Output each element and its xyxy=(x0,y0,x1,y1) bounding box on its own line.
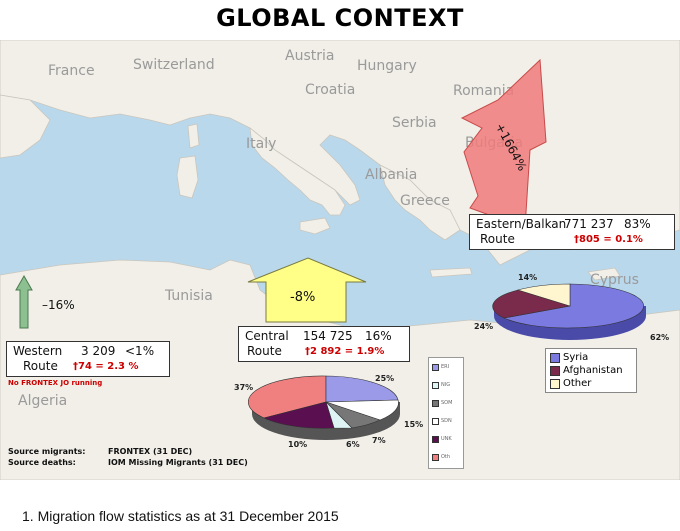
western-route-count: 3 209 xyxy=(81,344,116,358)
central-pie-slice-15 xyxy=(325,399,399,421)
central-legend-swatch xyxy=(432,363,439,371)
western-route-arrow xyxy=(15,274,33,329)
central-pie-slice-10 xyxy=(263,401,335,429)
eastern-route-word: Route xyxy=(480,232,515,246)
source-deaths-label: Source deaths: xyxy=(8,458,76,467)
central-pie-label-25: 25% xyxy=(375,374,395,383)
land-crete xyxy=(429,267,473,278)
legend-label-syria: Syria xyxy=(563,352,589,363)
eastern-route-box: Eastern/Balkan 771 237 83% Route †805 = … xyxy=(469,214,675,250)
central-route-share: 16% xyxy=(365,329,392,343)
central-pie-label-6: 6% xyxy=(346,440,360,449)
country-label-albania: Albania xyxy=(365,167,418,183)
central-legend-item: SOM xyxy=(429,394,463,412)
central-legend-label: SOM xyxy=(441,400,453,406)
central-legend-label: ERI xyxy=(441,364,450,370)
land-iberia xyxy=(0,94,51,159)
country-label-hungary: Hungary xyxy=(357,58,417,74)
eastern-route-share: 83% xyxy=(624,217,651,231)
source-deaths-value: IOM Missing Migrants (31 DEC) xyxy=(108,458,248,467)
legend-label-afghanistan: Afghanistan xyxy=(563,365,623,376)
central-pie-slice-25 xyxy=(325,375,399,403)
central-route-deaths: †2 892 = 1.9% xyxy=(305,346,385,357)
central-legend-label: NIG xyxy=(441,382,451,388)
land-sardinia xyxy=(176,155,199,199)
central-change-label: -8% xyxy=(290,290,316,305)
central-legend-item: Oth xyxy=(429,448,463,466)
central-legend-item: ERI xyxy=(429,358,463,376)
western-route-share: <1% xyxy=(125,344,155,358)
country-label-serbia: Serbia xyxy=(392,115,437,131)
central-legend-item: NIG xyxy=(429,376,463,394)
page-title: GLOBAL CONTEXT xyxy=(216,4,464,32)
land-greece-turkey xyxy=(379,164,461,241)
central-legend-label: UNK xyxy=(441,436,452,442)
central-legend-swatch xyxy=(432,417,439,425)
country-label-greece: Greece xyxy=(400,193,450,209)
central-legend-swatch xyxy=(432,399,439,407)
eastern-route-arrow xyxy=(460,58,547,229)
country-label-croatia: Croatia xyxy=(305,82,356,98)
western-route-word: Route xyxy=(23,359,58,373)
country-label-cyprus: Cyprus xyxy=(590,272,639,288)
legend-label-other: Other xyxy=(563,378,592,389)
central-route-count: 154 725 xyxy=(303,329,353,343)
country-label-romania: Romania xyxy=(453,83,515,99)
central-pie-label-10: 10% xyxy=(288,440,308,449)
source-migrants-label: Source migrants: xyxy=(8,447,86,456)
central-legend-item: SDN xyxy=(429,412,463,430)
legend-item-syria: Syria xyxy=(550,351,632,364)
central-legend-swatch xyxy=(432,435,439,443)
country-label-italy: Italy xyxy=(246,136,277,152)
country-label-tunisia: Tunisia xyxy=(165,288,213,304)
legend-item-other: Other xyxy=(550,377,632,390)
eastern-route-label: Eastern/Balkan xyxy=(476,217,567,231)
legend-swatch-afghanistan xyxy=(550,365,560,376)
source-migrants-value: FRONTEX (31 DEC) xyxy=(108,447,193,456)
country-label-switzerland: Switzerland xyxy=(133,57,215,73)
central-pie-label-37: 37% xyxy=(234,383,254,392)
eastern-pie-slice-syria xyxy=(502,283,644,329)
legend-item-afghanistan: Afghanistan xyxy=(550,364,632,377)
central-pie-chart xyxy=(248,375,400,440)
central-legend-label: Oth xyxy=(441,454,451,460)
western-change-label: –16% xyxy=(42,298,75,312)
land-sicily xyxy=(299,217,331,235)
central-legend-item: UNK xyxy=(429,430,463,448)
eastern-pie-legend: Syria Afghanistan Other xyxy=(545,348,637,393)
eastern-route-deaths: †805 = 0.1% xyxy=(574,234,643,245)
central-pie-slice-37 xyxy=(248,375,327,419)
legend-swatch-other xyxy=(550,378,560,389)
eastern-pie-label-afghanistan: 24% xyxy=(474,322,494,331)
central-legend-swatch xyxy=(432,381,439,389)
eastern-pie-slice-other xyxy=(516,283,571,307)
central-route-word: Route xyxy=(247,344,282,358)
country-label-algeria: Algeria xyxy=(18,393,68,409)
eastern-pie-label-syria: 62% xyxy=(650,333,670,342)
country-label-france: France xyxy=(48,63,95,79)
central-pie-legend: ERI NIG SOM SDN UNK Oth xyxy=(428,357,464,469)
footnote: 1. Migration flow statistics as at 31 De… xyxy=(22,508,339,524)
central-route-box: Central 154 725 16% Route †2 892 = 1.9% xyxy=(238,326,410,362)
eastern-route-count: 771 237 xyxy=(564,217,614,231)
land-corsica xyxy=(187,123,200,149)
eastern-pie-label-other: 14% xyxy=(518,273,538,282)
western-route-label: Western xyxy=(13,344,63,358)
central-legend-swatch xyxy=(432,453,439,461)
eastern-pie-slice-afghanistan xyxy=(492,289,571,319)
country-label-austria: Austria xyxy=(285,48,335,64)
central-route-label: Central xyxy=(245,329,289,343)
legend-swatch-syria xyxy=(550,352,560,363)
central-pie-label-7: 7% xyxy=(372,436,386,445)
land-cyprus xyxy=(587,267,621,281)
eastern-pie-chart xyxy=(492,283,646,340)
land-italy xyxy=(249,127,346,216)
central-legend-label: SDN xyxy=(441,418,452,424)
central-route-arrow xyxy=(247,257,367,323)
central-pie-label-15: 15% xyxy=(404,420,424,429)
western-route-box: Western 3 209 <1% Route †74 = 2.3 % xyxy=(6,341,170,377)
western-route-deaths: †74 = 2.3 % xyxy=(73,361,139,372)
western-no-frontex-note: No FRONTEX JO running xyxy=(8,379,103,387)
